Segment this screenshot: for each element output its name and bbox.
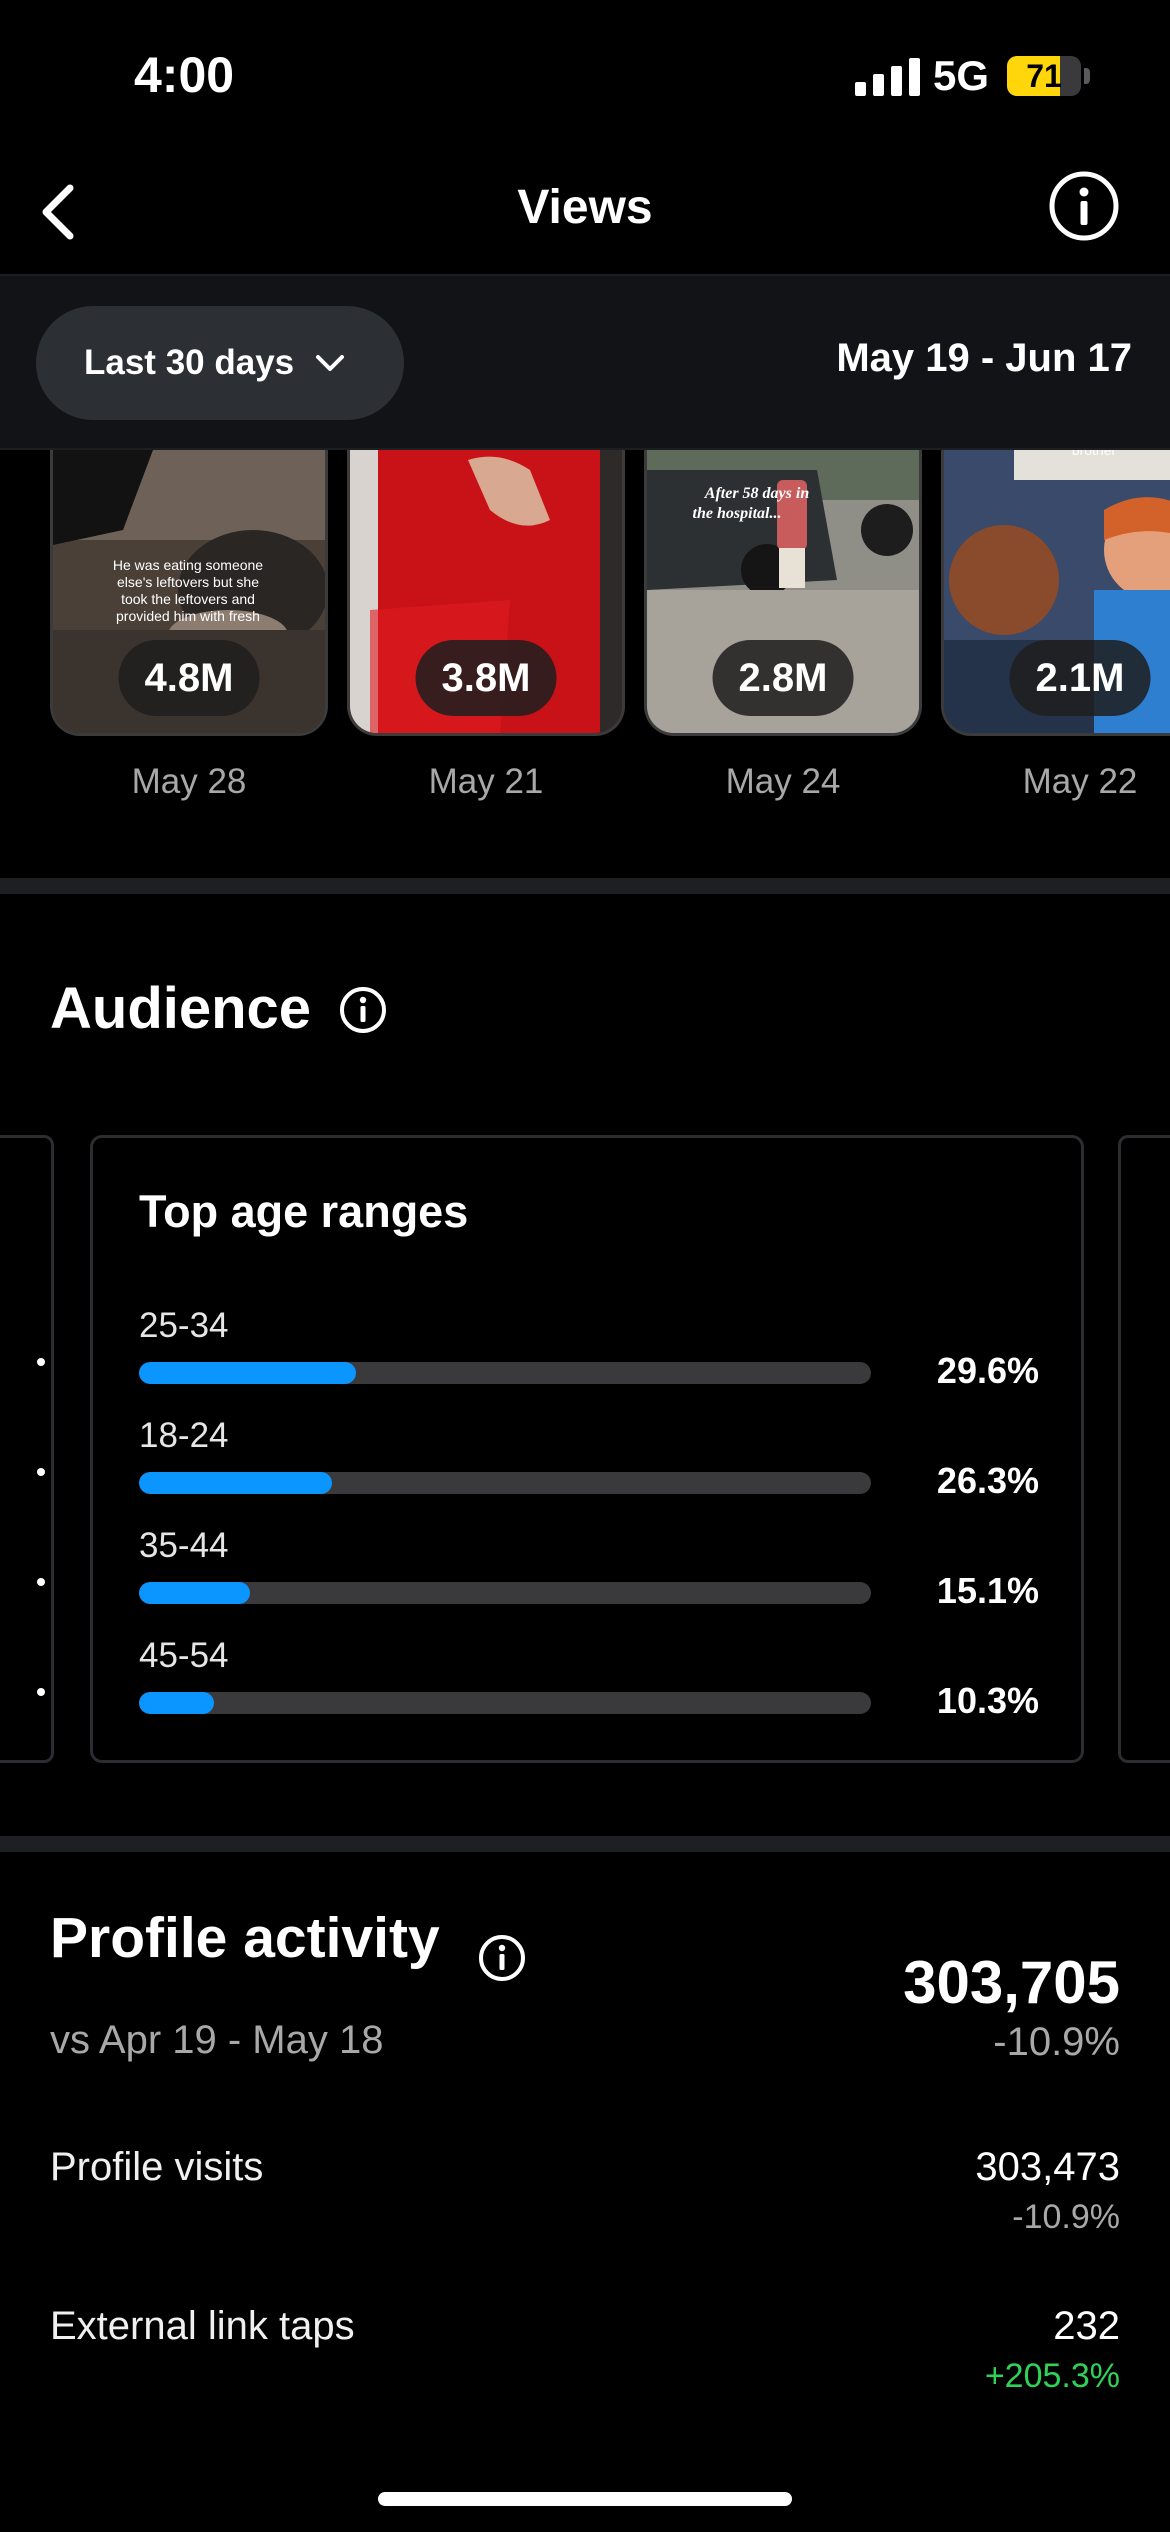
section-divider [0, 878, 1170, 894]
page-title: Views [517, 181, 653, 234]
chevron-down-icon [316, 355, 345, 371]
comparison-period: vs Apr 19 - May 18 [50, 2018, 384, 2062]
date-range-label: Last 30 days [84, 343, 295, 382]
card-title: Top age ranges [139, 1186, 469, 1237]
post-date: May 28 [131, 762, 247, 801]
metric-change-profile-visits: -10.9% [1012, 2198, 1120, 2236]
age-range-row: 25-34 29.6% [139, 1306, 1039, 1406]
back-button[interactable] [18, 172, 98, 252]
views-count-badge: 2.1M [1009, 640, 1151, 716]
filter-bar: Last 30 days May 19 - Jun 17 [0, 274, 1170, 450]
post-card[interactable]: brother 2.1M [941, 450, 1170, 736]
post-card[interactable]: 3.8M [347, 450, 625, 736]
metric-label-profile-visits: Profile visits [50, 2145, 264, 2189]
svg-text:the hospital...: the hospital... [693, 505, 782, 522]
age-range-bar [139, 1472, 871, 1494]
profile-activity-total: 303,705 [903, 1949, 1120, 2016]
info-icon[interactable] [338, 985, 388, 1035]
svg-text:After 58 days in: After 58 days in [704, 485, 810, 502]
age-range-label: 25-34 [139, 1306, 229, 1345]
age-range-label: 18-24 [139, 1416, 229, 1455]
date-span: May 19 - Jun 17 [836, 336, 1132, 380]
age-range-row: 18-24 26.3% [139, 1416, 1039, 1516]
age-range-bar-fill [139, 1692, 215, 1714]
metric-change-external-link-taps: +205.3% [984, 2357, 1120, 2395]
battery-cap [1084, 68, 1090, 84]
post-card[interactable]: After 58 days in the hospital... 2.8M [644, 450, 922, 736]
svg-text:took the leftovers and: took the leftovers and [121, 591, 255, 607]
post-date: May 21 [428, 762, 544, 801]
svg-text:provided him with fresh: provided him with fresh [116, 608, 260, 624]
svg-text:brother: brother [1072, 450, 1117, 458]
profile-activity-change: -10.9% [993, 2020, 1120, 2064]
age-range-percent: 26.3% [936, 1460, 1039, 1501]
status-bar: 4:00 5G 71 [0, 0, 1170, 150]
post-card[interactable]: He was eating someone else's leftovers b… [50, 450, 328, 736]
battery-icon: 71 [1007, 56, 1081, 96]
views-count-badge: 2.8M [712, 640, 854, 716]
metric-label-external-link-taps: External link taps [50, 2304, 355, 2348]
age-range-bar [139, 1582, 871, 1604]
svg-text:He was eating someone: He was eating someone [113, 557, 263, 573]
age-range-row: 35-44 15.1% [139, 1526, 1039, 1626]
age-range-bar-fill [139, 1362, 356, 1384]
nav-bar: Views [0, 150, 1170, 274]
age-range-bar [139, 1692, 871, 1714]
status-time: 4:00 [134, 47, 235, 103]
top-age-ranges-card: Top age ranges 25-34 29.6% 18-24 26.3% 3… [90, 1135, 1084, 1763]
age-range-label: 35-44 [139, 1526, 229, 1565]
audience-title: Audience [50, 976, 312, 1041]
age-range-bar-fill [139, 1582, 250, 1604]
metric-value-external-link-taps: 232 [1053, 2304, 1120, 2348]
section-divider [0, 1836, 1170, 1852]
profile-activity-title: Profile activity [50, 1906, 440, 1970]
previous-card[interactable] [0, 1135, 54, 1763]
post-date: May 24 [725, 762, 841, 801]
metric-value-profile-visits: 303,473 [975, 2145, 1120, 2189]
age-range-percent: 15.1% [936, 1570, 1039, 1611]
views-count-badge: 4.8M [118, 640, 260, 716]
battery-percent: 71 [1026, 57, 1062, 94]
next-card[interactable] [1118, 1135, 1170, 1763]
signal-icon [855, 58, 920, 96]
age-range-percent: 29.6% [936, 1350, 1039, 1391]
post-date: May 22 [1022, 762, 1138, 801]
age-range-bar [139, 1362, 871, 1384]
date-range-dropdown[interactable]: Last 30 days [36, 306, 404, 420]
network-label: 5G [933, 52, 990, 99]
age-range-percent: 10.3% [936, 1680, 1039, 1721]
top-posts-strip: He was eating someone else's leftovers b… [0, 450, 1170, 810]
age-range-bar-fill [139, 1472, 332, 1494]
post-thumbnail: After 58 days in the hospital... [647, 450, 919, 733]
svg-text:else's leftovers but she: else's leftovers but she [117, 574, 259, 590]
home-indicator[interactable] [378, 2492, 792, 2506]
age-range-row: 45-54 10.3% [139, 1636, 1039, 1736]
info-icon[interactable] [1048, 170, 1120, 242]
info-icon[interactable] [477, 1933, 527, 1983]
chevron-left-icon [42, 184, 74, 240]
views-count-badge: 3.8M [415, 640, 557, 716]
age-range-label: 45-54 [139, 1636, 229, 1675]
battery-level [1007, 56, 1060, 96]
